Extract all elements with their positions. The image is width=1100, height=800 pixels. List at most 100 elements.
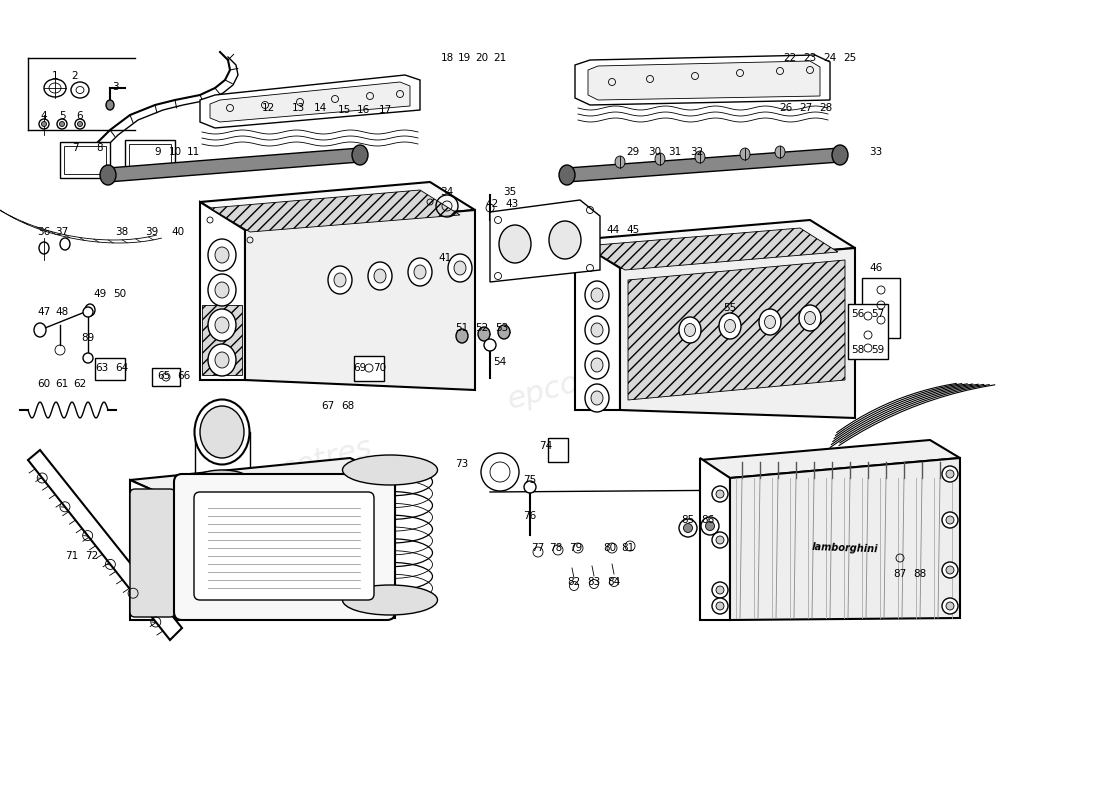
Ellipse shape — [615, 156, 625, 168]
Text: 29: 29 — [626, 147, 639, 157]
Bar — [862, 278, 900, 338]
Ellipse shape — [591, 288, 603, 302]
Ellipse shape — [946, 566, 954, 574]
Text: 66: 66 — [177, 371, 190, 381]
Text: 57: 57 — [871, 309, 884, 319]
Ellipse shape — [591, 323, 603, 337]
Ellipse shape — [585, 316, 609, 344]
Text: 72: 72 — [86, 551, 99, 561]
Ellipse shape — [214, 352, 229, 368]
Text: 42: 42 — [485, 199, 498, 209]
Text: 32: 32 — [691, 147, 704, 157]
Text: 74: 74 — [539, 441, 552, 451]
Ellipse shape — [695, 151, 705, 163]
Ellipse shape — [776, 146, 785, 158]
Ellipse shape — [712, 532, 728, 548]
FancyBboxPatch shape — [174, 474, 395, 620]
Text: 8: 8 — [97, 143, 103, 153]
Polygon shape — [700, 440, 960, 478]
Text: 69: 69 — [353, 363, 366, 373]
Ellipse shape — [352, 145, 368, 165]
Polygon shape — [130, 458, 395, 500]
Ellipse shape — [716, 490, 724, 498]
Polygon shape — [60, 142, 110, 178]
Text: 45: 45 — [626, 225, 639, 235]
Ellipse shape — [214, 247, 229, 263]
Text: 63: 63 — [96, 363, 109, 373]
Text: 5: 5 — [58, 111, 65, 121]
Text: 34: 34 — [440, 187, 453, 197]
Ellipse shape — [456, 329, 468, 343]
Text: 15: 15 — [338, 105, 351, 115]
Ellipse shape — [200, 406, 244, 458]
Text: 58: 58 — [851, 345, 865, 355]
Ellipse shape — [34, 323, 46, 337]
Text: 33: 33 — [869, 147, 882, 157]
Bar — [548, 438, 568, 462]
Polygon shape — [108, 148, 360, 182]
Text: 20: 20 — [475, 53, 488, 63]
Text: 3: 3 — [112, 82, 119, 92]
Ellipse shape — [42, 122, 46, 126]
Polygon shape — [575, 220, 855, 268]
Ellipse shape — [498, 325, 510, 339]
Ellipse shape — [725, 319, 736, 333]
Text: 59: 59 — [871, 345, 884, 355]
Polygon shape — [588, 61, 820, 100]
Text: 48: 48 — [55, 307, 68, 317]
Polygon shape — [628, 260, 845, 400]
Text: 56: 56 — [851, 309, 865, 319]
Polygon shape — [200, 202, 245, 380]
Ellipse shape — [716, 536, 724, 544]
FancyBboxPatch shape — [194, 492, 374, 600]
Ellipse shape — [804, 311, 815, 325]
Text: 25: 25 — [844, 53, 857, 63]
Text: 44: 44 — [606, 225, 619, 235]
Ellipse shape — [799, 305, 821, 331]
Ellipse shape — [679, 317, 701, 343]
Ellipse shape — [591, 358, 603, 372]
Polygon shape — [730, 458, 960, 620]
Text: epcotres: epcotres — [240, 433, 376, 495]
Text: 47: 47 — [37, 307, 51, 317]
Ellipse shape — [942, 466, 958, 482]
Text: 26: 26 — [780, 103, 793, 113]
Text: 2: 2 — [72, 71, 78, 81]
Text: 36: 36 — [37, 227, 51, 237]
Text: 73: 73 — [455, 459, 469, 469]
Text: 12: 12 — [262, 103, 275, 113]
Ellipse shape — [946, 602, 954, 610]
Text: 43: 43 — [505, 199, 518, 209]
Ellipse shape — [208, 309, 236, 341]
Ellipse shape — [478, 327, 490, 341]
Text: 21: 21 — [494, 53, 507, 63]
Text: epcotres: epcotres — [504, 353, 640, 415]
Text: 39: 39 — [145, 227, 158, 237]
Text: 88: 88 — [913, 569, 926, 579]
Polygon shape — [700, 458, 730, 620]
Ellipse shape — [328, 266, 352, 294]
Ellipse shape — [654, 153, 666, 165]
Polygon shape — [202, 305, 242, 375]
Text: 40: 40 — [172, 227, 185, 237]
Polygon shape — [200, 75, 420, 128]
Ellipse shape — [195, 399, 250, 465]
Ellipse shape — [942, 512, 958, 528]
Ellipse shape — [208, 344, 236, 376]
Text: 80: 80 — [604, 543, 617, 553]
Ellipse shape — [591, 391, 603, 405]
Text: 27: 27 — [800, 103, 813, 113]
Text: 75: 75 — [524, 475, 537, 485]
Ellipse shape — [549, 221, 581, 259]
Ellipse shape — [764, 315, 776, 329]
Ellipse shape — [712, 582, 728, 598]
Text: 9: 9 — [155, 147, 162, 157]
Polygon shape — [210, 190, 460, 232]
Bar — [152, 368, 180, 386]
Ellipse shape — [832, 145, 848, 165]
Text: 49: 49 — [94, 289, 107, 299]
Text: 53: 53 — [495, 323, 508, 333]
Text: 61: 61 — [55, 379, 68, 389]
Text: 68: 68 — [341, 401, 354, 411]
Ellipse shape — [716, 586, 724, 594]
